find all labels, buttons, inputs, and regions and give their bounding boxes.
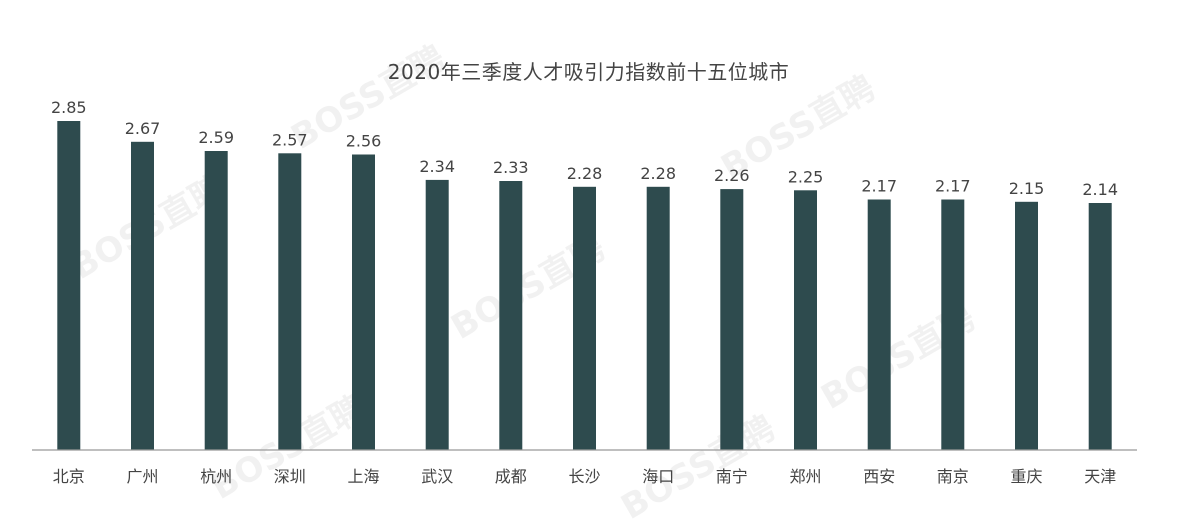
x-tick-label: 郑州 [789, 467, 821, 486]
data-label: 2.56 [346, 132, 382, 151]
x-tick-label: 长沙 [568, 467, 600, 486]
bar [278, 153, 302, 451]
x-tick-label: 武汉 [421, 467, 453, 486]
bar [646, 186, 670, 451]
x-tick-label: 杭州 [200, 467, 232, 486]
x-tick-label: 西安 [863, 467, 895, 486]
data-label: 2.17 [935, 177, 971, 196]
bar [499, 181, 523, 450]
x-tick-label: 南京 [937, 467, 969, 486]
x-tick-label: 重庆 [1010, 467, 1042, 486]
data-label: 2.28 [640, 164, 676, 183]
bar [57, 121, 81, 450]
watermark-layer: BOSS直聘 BOSS直聘 BOSS直聘 BOSS直聘 BOSS直聘 BOSS直… [65, 38, 982, 525]
watermark: BOSS直聘 [615, 408, 782, 525]
bar [794, 190, 817, 451]
data-label: 2.26 [714, 166, 750, 185]
x-tick-label: 北京 [53, 467, 85, 486]
data-label: 2.34 [419, 157, 455, 176]
data-label: 2.25 [788, 167, 824, 186]
x-tick-label: 广州 [126, 467, 158, 486]
data-label: 2.33 [493, 158, 529, 177]
bar [573, 186, 596, 451]
data-label: 2.67 [125, 119, 161, 138]
data-label: 2.59 [198, 128, 234, 147]
bar [1088, 203, 1112, 450]
bar [1015, 201, 1038, 450]
bar [867, 199, 891, 450]
x-tick-label: 南宁 [716, 467, 748, 486]
bar [720, 189, 744, 450]
chart-title: 2020年三季度人才吸引力指数前十五位城市 [387, 60, 790, 84]
bar [352, 154, 375, 450]
data-label: 2.85 [51, 98, 87, 117]
bar [941, 199, 965, 450]
bar [425, 179, 449, 450]
bar [204, 151, 228, 450]
data-label: 2.15 [1009, 179, 1045, 198]
bar [131, 141, 154, 451]
x-tick-label: 天津 [1084, 467, 1116, 486]
data-label: 2.17 [861, 177, 897, 196]
x-tick-label: 成都 [495, 467, 527, 486]
data-label: 2.57 [272, 130, 308, 149]
x-tick-label: 海口 [642, 467, 674, 486]
data-label: 2.28 [567, 164, 603, 183]
x-tick-label: 深圳 [274, 467, 306, 486]
data-label: 2.14 [1082, 180, 1118, 199]
x-tick-label: 上海 [347, 467, 379, 486]
bars-layer: 2.85 北京 2.67 广州 2.59 杭州 2.57 深圳 2.56 上海 2.34 武汉 2.33… [51, 98, 1118, 486]
